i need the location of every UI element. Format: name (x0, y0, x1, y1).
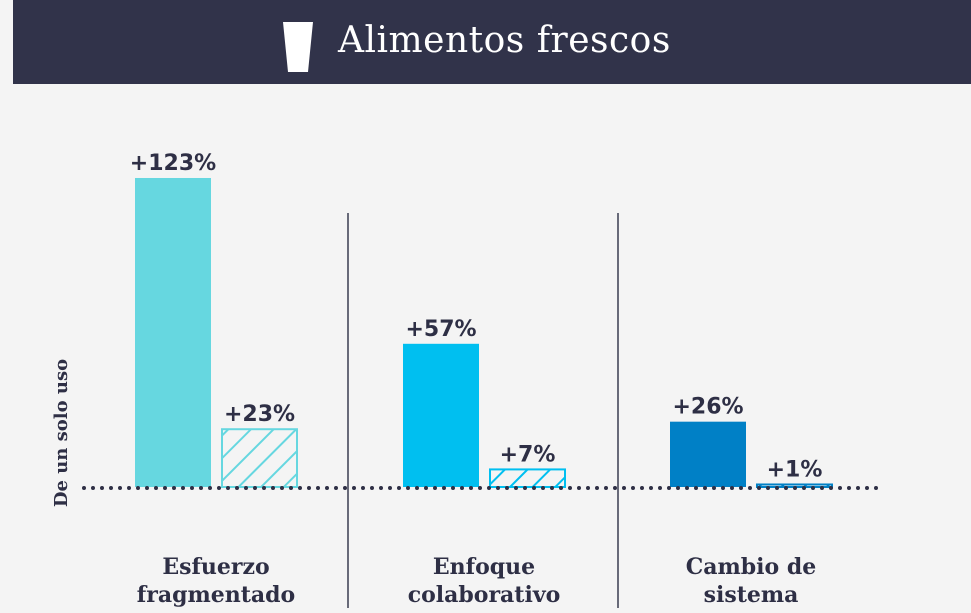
bars: +123% +57% +26% +23% +7% +1% (130, 151, 833, 489)
value-label: +23% (224, 402, 295, 427)
category-label: Esfuerzo fragmentado (136, 554, 296, 608)
y-axis-label: De un solo uso (51, 359, 72, 507)
value-label: +7% (500, 442, 556, 467)
bar (489, 468, 566, 489)
value-label: +1% (767, 457, 823, 482)
bar (221, 428, 298, 488)
title: Alimentos frescos (338, 20, 671, 61)
bar (135, 177, 211, 488)
bar (403, 343, 479, 487)
header-bar (13, 0, 971, 84)
category-label: Enfoque colaborativo (407, 554, 561, 608)
value-label: +57% (405, 317, 476, 342)
cup-icon (283, 22, 313, 72)
bar (670, 421, 746, 487)
value-label: +26% (672, 395, 743, 420)
category-label: Cambio de sistema (685, 554, 817, 608)
value-label: +123% (130, 151, 216, 176)
